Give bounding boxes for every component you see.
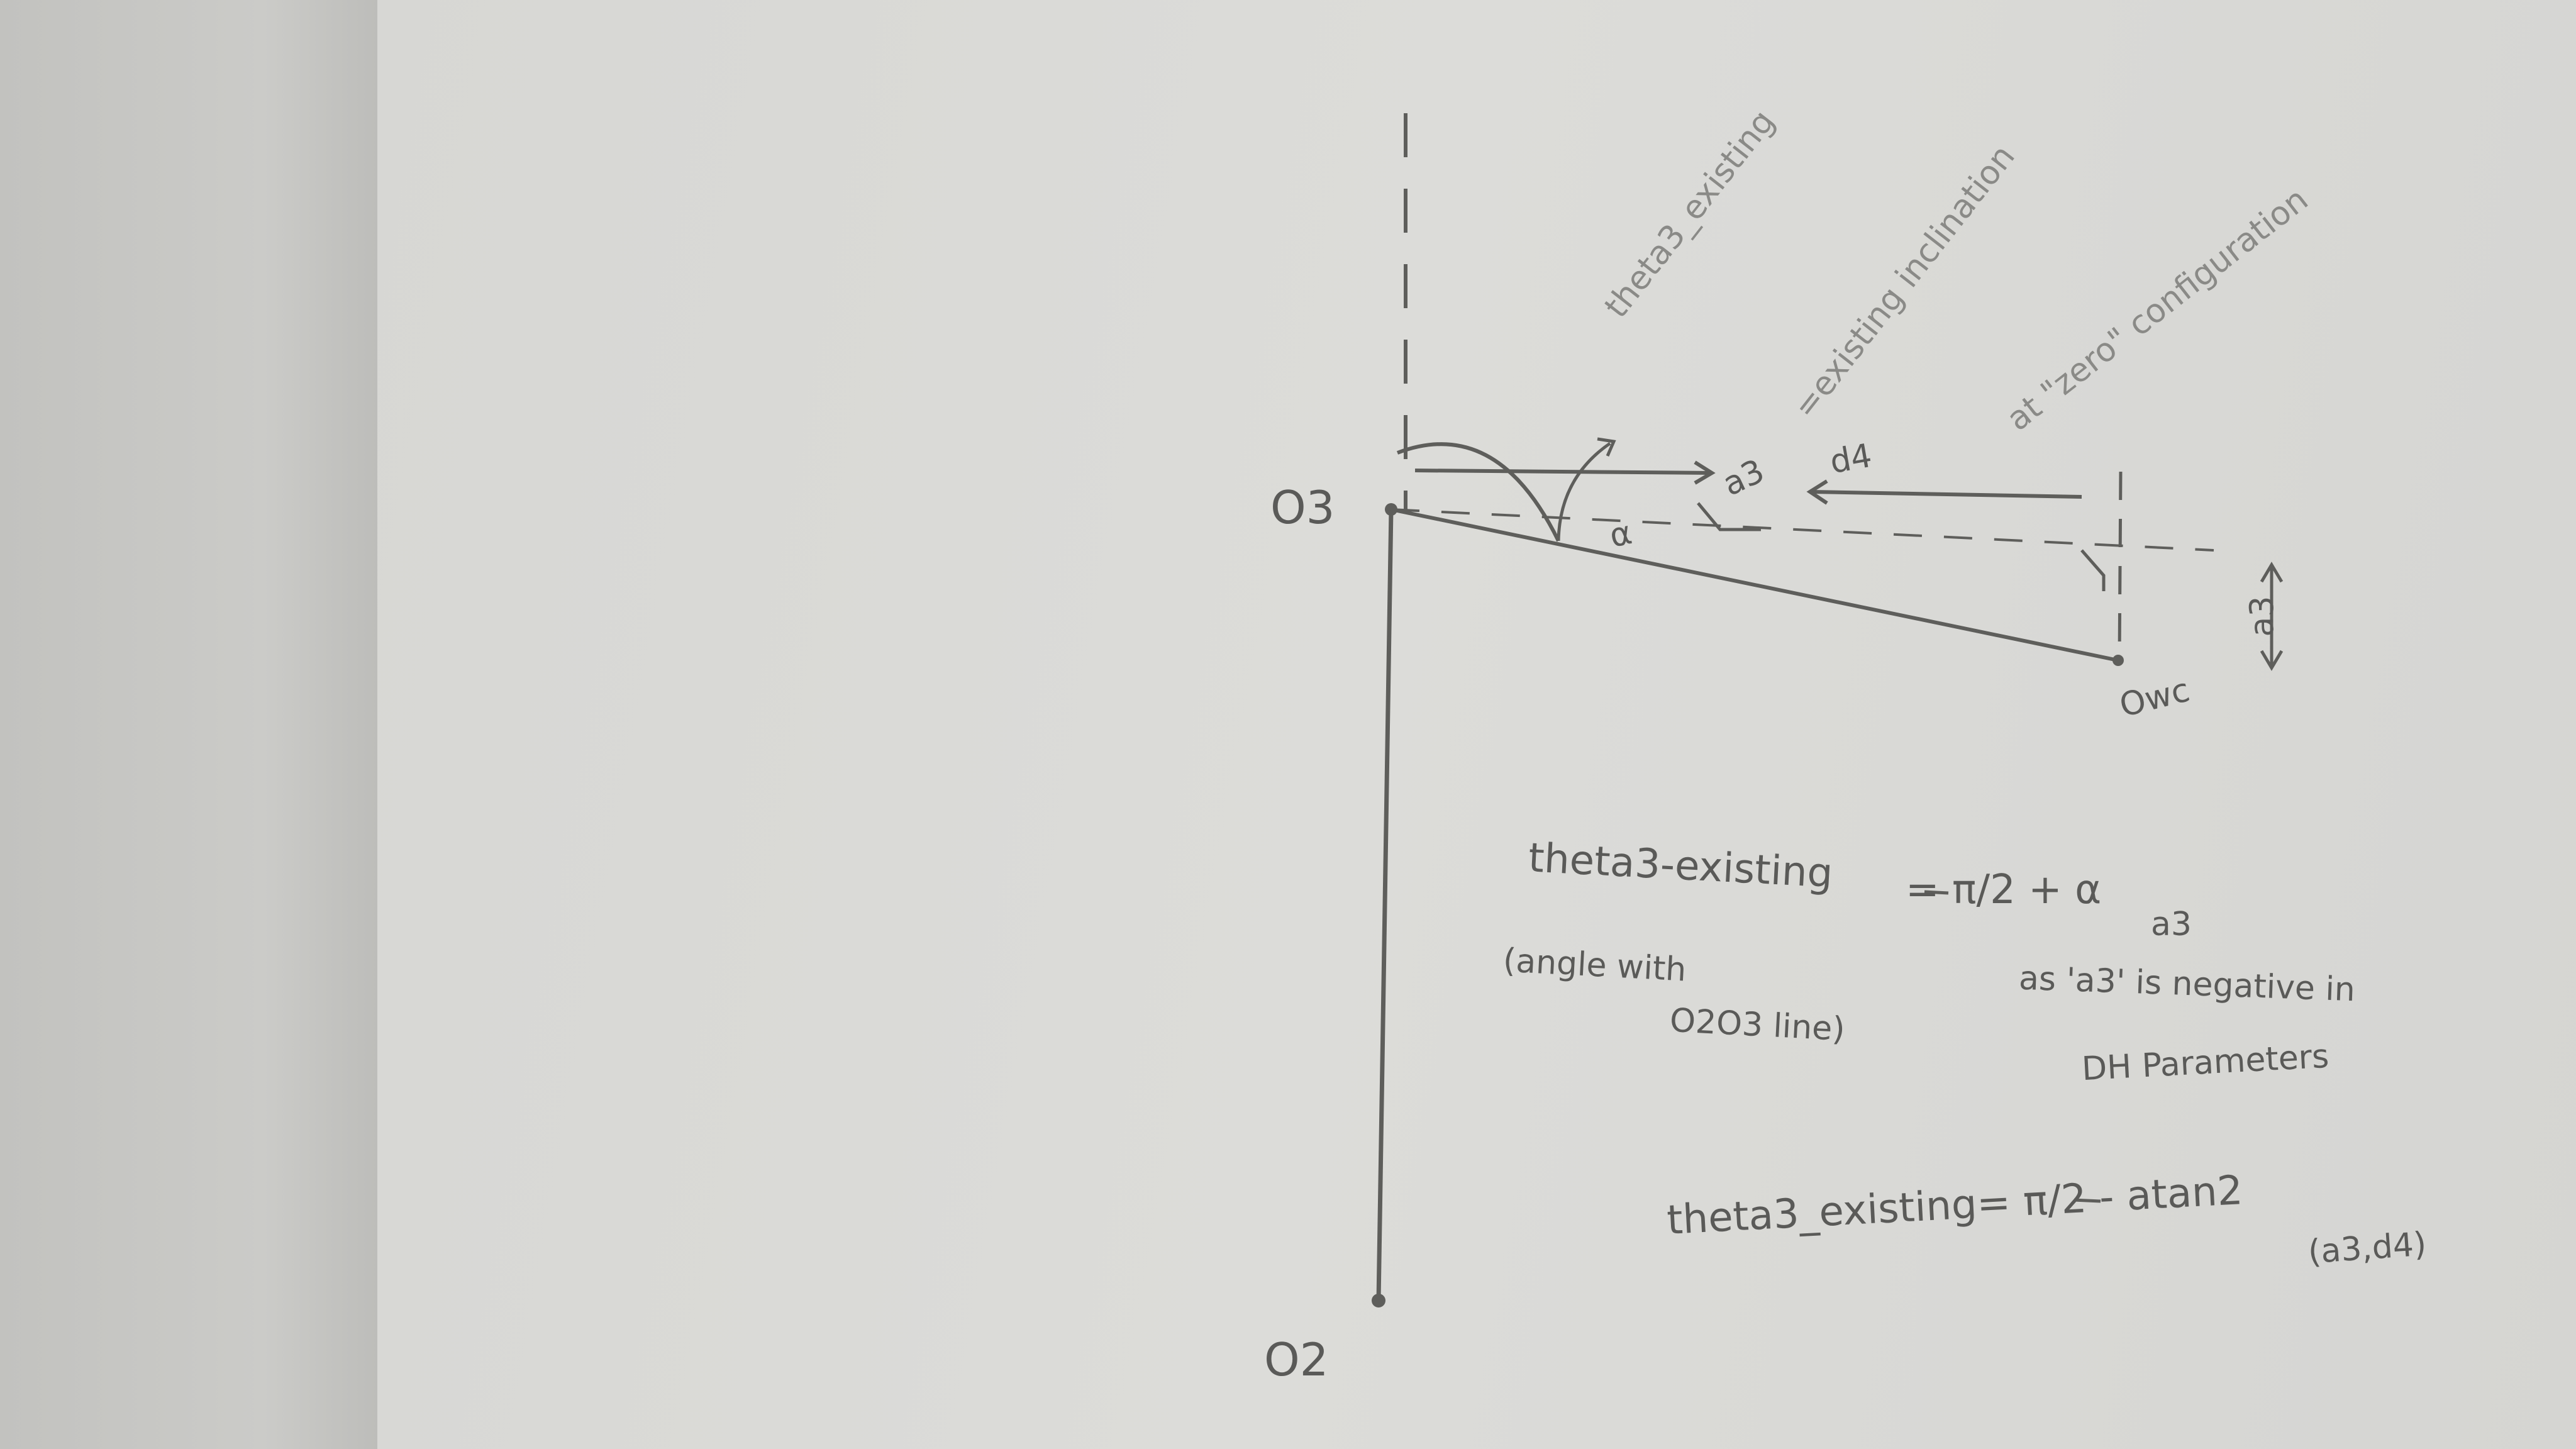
joint-owc xyxy=(2112,655,2124,666)
equation1-rhs: = π/2 + α xyxy=(1906,867,2102,913)
d4-dimension-arrow xyxy=(1811,490,2082,499)
theta3-pointer-arrow xyxy=(1557,441,1611,541)
a3-arrowhead xyxy=(1694,460,1716,485)
link-o3-owc xyxy=(1391,508,2119,662)
link-o2-o3 xyxy=(1376,509,1394,1301)
a3-side-arrowhead-bottom xyxy=(2260,650,2284,671)
label-a3-side: a3 xyxy=(2243,596,2282,637)
theta3-pointer-head xyxy=(1597,437,1616,457)
label-d4: d4 xyxy=(1827,436,1875,482)
eq1-fraction-bar xyxy=(1924,890,1949,895)
binder-edge xyxy=(0,0,377,1449)
paper-sheet xyxy=(377,0,2576,1449)
label-o2: O2 xyxy=(1264,1333,1329,1386)
a3-side-tick xyxy=(2080,549,2106,591)
joint-o2 xyxy=(1372,1294,1385,1307)
owc-vertical-dashed xyxy=(2118,471,2123,661)
d4-arrowhead xyxy=(1806,479,1828,505)
a3-side-arrowhead-top xyxy=(2260,562,2284,583)
eq2-fraction-bar xyxy=(2074,1198,2101,1203)
a3-dimension-arrow xyxy=(1414,469,1711,475)
label-o3: O3 xyxy=(1270,481,1335,534)
note-a3-label: a3 xyxy=(2151,906,2192,943)
alpha-tick xyxy=(1697,502,1761,531)
horizontal-dashed-reference xyxy=(1391,508,2214,552)
theta3-angle-arc xyxy=(1396,442,1560,542)
